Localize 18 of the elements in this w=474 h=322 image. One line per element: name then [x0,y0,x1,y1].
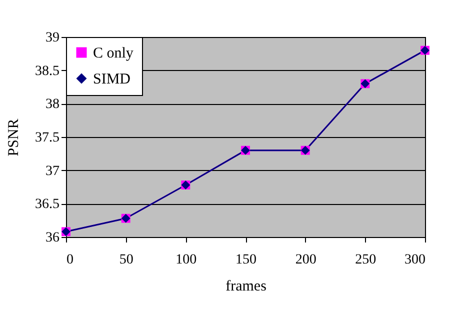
x-tick-label: 150 [236,252,256,268]
y-axis-title: PSNR [6,118,22,156]
x-tick-label: 200 [295,252,316,268]
y-tick-label: 36.5 [35,197,60,212]
y-tick-label: 38 [46,97,60,112]
x-tick-label: 250 [355,252,376,268]
x-tick-label: 300 [404,252,426,268]
x-tick-label: 0 [66,252,74,268]
y-tick-label: 37 [46,164,60,179]
x-axis-title: frames [226,278,267,294]
y-tick-label: 38.5 [35,64,60,79]
x-tick-label: 100 [176,252,197,268]
y-tick-label: 39 [46,30,60,46]
y-tick-label: 36 [46,230,60,246]
legend-label: SIMD [93,72,131,88]
legend-label: C only [93,46,134,62]
x-tick-label: 50 [119,252,134,268]
y-tick-label: 37.5 [35,130,60,146]
